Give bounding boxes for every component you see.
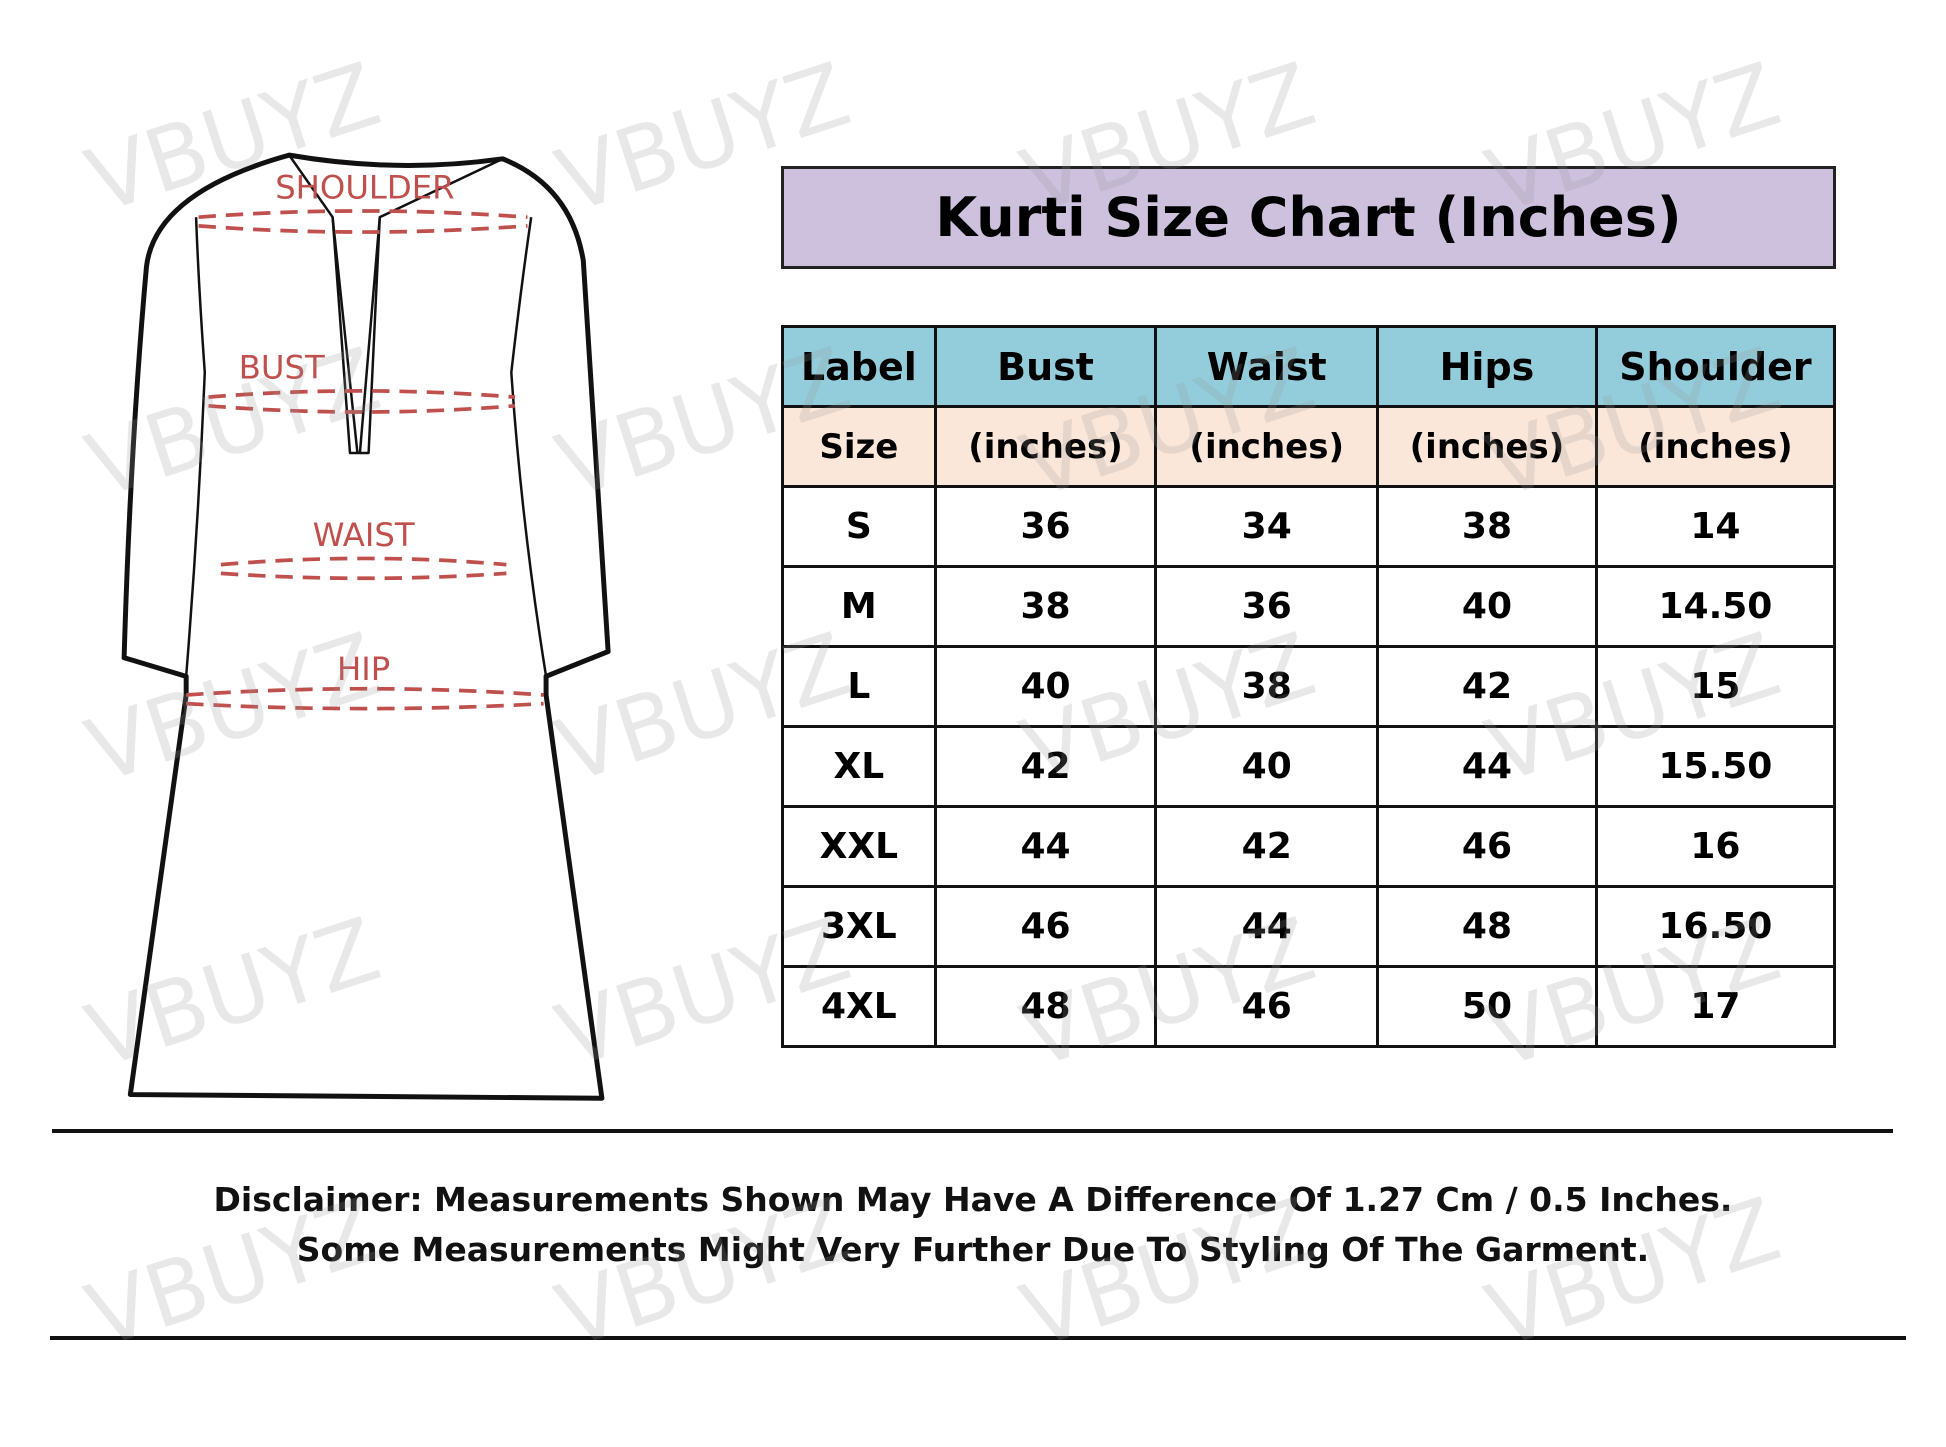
table-cell: 36 bbox=[1154, 565, 1380, 648]
table-cell: M bbox=[781, 565, 937, 648]
table-cell: XL bbox=[781, 725, 937, 808]
table-cell: 46 bbox=[1376, 805, 1598, 888]
table-cell: (inches) bbox=[1594, 405, 1837, 488]
table-cell: 48 bbox=[933, 965, 1158, 1048]
table-cell: 44 bbox=[933, 805, 1158, 888]
table-cell: Hips bbox=[1376, 325, 1598, 408]
table-cell: 40 bbox=[933, 645, 1158, 728]
table-cell: (inches) bbox=[933, 405, 1158, 488]
table-cell: 40 bbox=[1154, 725, 1380, 808]
disclaimer-line-2: Some Measurements Might Very Further Due… bbox=[296, 1230, 1650, 1269]
table-cell: Bust bbox=[933, 325, 1158, 408]
label-hip: HIP bbox=[337, 650, 390, 688]
table-row: XL 42 40 44 15.50 bbox=[781, 725, 1837, 808]
table-cell: 14 bbox=[1594, 485, 1837, 568]
size-table: Label Bust Waist Hips Shoulder Size (inches) (i… bbox=[781, 325, 1837, 1048]
table-cell: 17 bbox=[1594, 965, 1837, 1048]
table-cell: 42 bbox=[1154, 805, 1380, 888]
table-cell: Shoulder bbox=[1594, 325, 1837, 408]
table-row: 4XL 48 46 50 17 bbox=[781, 965, 1837, 1048]
table-cell: (inches) bbox=[1376, 405, 1598, 488]
table-cell: 16 bbox=[1594, 805, 1837, 888]
table-cell: 34 bbox=[1154, 485, 1380, 568]
table-cell: (inches) bbox=[1154, 405, 1380, 488]
label-waist: WAIST bbox=[313, 516, 415, 554]
table-cell: 36 bbox=[933, 485, 1158, 568]
table-cell: 46 bbox=[1154, 965, 1380, 1048]
chart-title: Kurti Size Chart (Inches) bbox=[781, 166, 1836, 269]
table-cell: 14.50 bbox=[1594, 565, 1837, 648]
divider-bottom bbox=[50, 1336, 1906, 1340]
table-cell: Label bbox=[781, 325, 937, 408]
label-bust: BUST bbox=[239, 349, 325, 387]
table-cell: 38 bbox=[1376, 485, 1598, 568]
measure-lines bbox=[186, 209, 544, 711]
table-cell: 46 bbox=[933, 885, 1158, 968]
table-cell: 42 bbox=[1376, 645, 1598, 728]
table-cell: Waist bbox=[1154, 325, 1380, 408]
kurti-outline bbox=[121, 152, 611, 1101]
table-cell: 44 bbox=[1154, 885, 1380, 968]
table-cell: 4XL bbox=[781, 965, 937, 1048]
header-row: Label Bust Waist Hips Shoulder bbox=[781, 325, 1837, 408]
table-cell: XXL bbox=[781, 805, 937, 888]
table-cell: Size bbox=[781, 405, 937, 488]
table-cell: L bbox=[781, 645, 937, 728]
table-row: 3XL 46 44 48 16.50 bbox=[781, 885, 1837, 968]
table-cell: 48 bbox=[1376, 885, 1598, 968]
table-cell: 38 bbox=[1154, 645, 1380, 728]
table-cell: 16.50 bbox=[1594, 885, 1837, 968]
table-row: XXL 44 42 46 16 bbox=[781, 805, 1837, 888]
table-cell: 44 bbox=[1376, 725, 1598, 808]
table-cell: S bbox=[781, 485, 937, 568]
table-cell: 38 bbox=[933, 565, 1158, 648]
label-shoulder: SHOULDER bbox=[275, 169, 454, 207]
table-cell: 50 bbox=[1376, 965, 1598, 1048]
table-cell: 15.50 bbox=[1594, 725, 1837, 808]
subheader-row: Size (inches) (inches) (inches) (inches) bbox=[781, 405, 1837, 488]
table-cell: 40 bbox=[1376, 565, 1598, 648]
table-cell: 42 bbox=[933, 725, 1158, 808]
disclaimer-line-1: Disclaimer: Measurements Shown May Have … bbox=[213, 1180, 1733, 1219]
table-row: M 38 36 40 14.50 bbox=[781, 565, 1837, 648]
table-cell: 3XL bbox=[781, 885, 937, 968]
table-row: S 36 34 38 14 bbox=[781, 485, 1837, 568]
table-row: L 40 38 42 15 bbox=[781, 645, 1837, 728]
divider-top bbox=[52, 1129, 1893, 1133]
table-cell: 15 bbox=[1594, 645, 1837, 728]
